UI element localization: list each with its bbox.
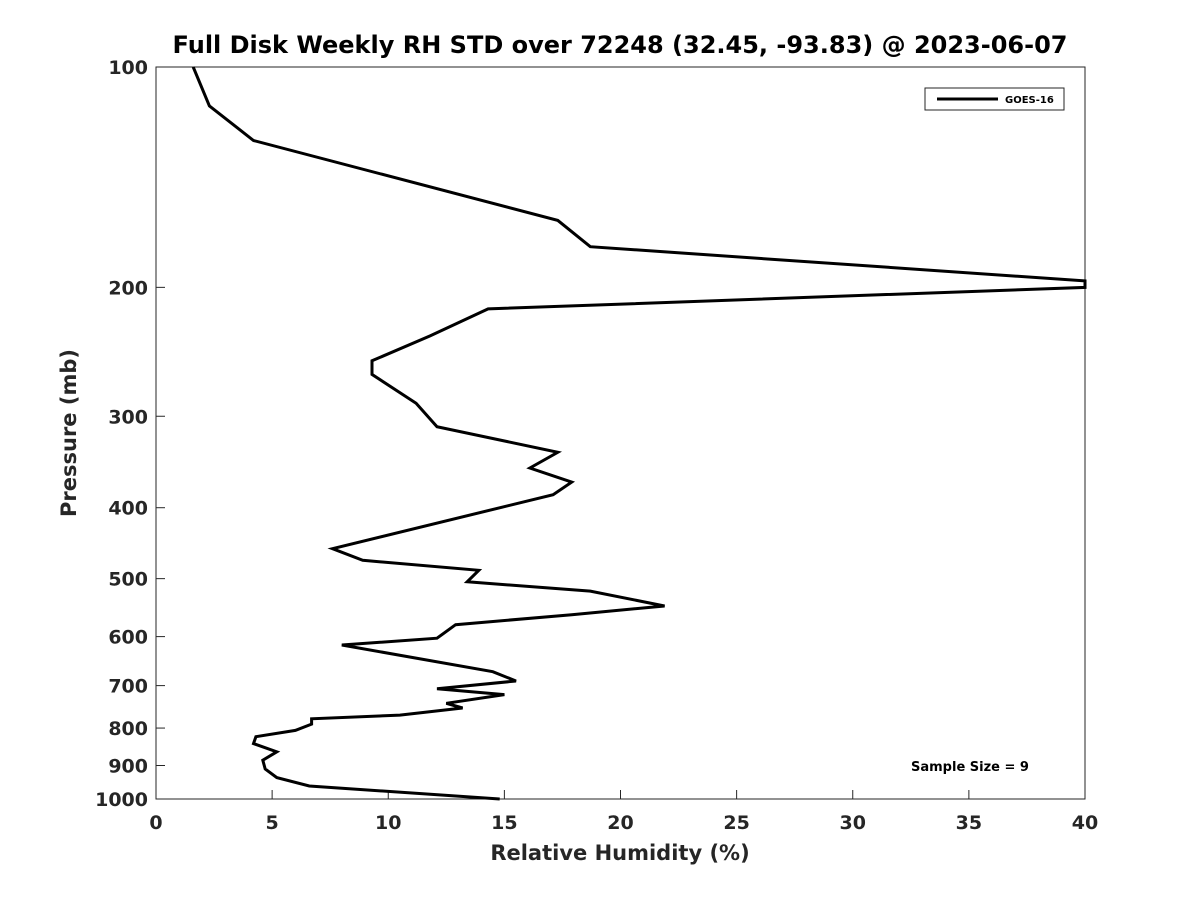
x-tick-label: 40: [1072, 812, 1098, 834]
x-tick-label: 10: [375, 812, 401, 834]
x-axis-label: Relative Humidity (%): [490, 841, 749, 865]
legend: GOES-16: [924, 87, 1065, 111]
y-tick-label: 800: [108, 718, 148, 740]
x-tick-label: 20: [607, 812, 633, 834]
y-tick-label: 600: [108, 627, 148, 649]
y-tick-label: 400: [108, 498, 148, 520]
x-tick-label: 15: [491, 812, 517, 834]
y-tick-label: 200: [108, 277, 148, 299]
x-tick-label: 25: [723, 812, 749, 834]
x-tick-label: 0: [149, 812, 162, 834]
y-tick-label: 300: [108, 406, 148, 428]
y-tick-label: 500: [108, 569, 148, 591]
x-tick-label: 30: [840, 812, 866, 834]
x-tick-label: 35: [956, 812, 982, 834]
chart-title: Full Disk Weekly RH STD over 72248 (32.4…: [173, 31, 1068, 59]
x-tick-label: 5: [266, 812, 279, 834]
x-axis: 0 5 10 15 20 25 30 35 40: [149, 790, 1098, 834]
y-axis: 100 200 300 400 500 600 700 800 900 1000: [95, 57, 165, 811]
series-layer: [191, 66, 1087, 801]
y-tick-label: 700: [108, 676, 148, 698]
y-tick-label: 100: [108, 57, 148, 79]
y-tick-label: 900: [108, 756, 148, 778]
sample-size-annotation: Sample Size = 9: [911, 760, 1029, 775]
legend-entry-goes-16: GOES-16: [1005, 95, 1054, 106]
series-line-goes-16: [191, 66, 1087, 801]
y-tick-label: 1000: [95, 789, 148, 811]
y-axis-label: Pressure (mb): [57, 349, 81, 517]
